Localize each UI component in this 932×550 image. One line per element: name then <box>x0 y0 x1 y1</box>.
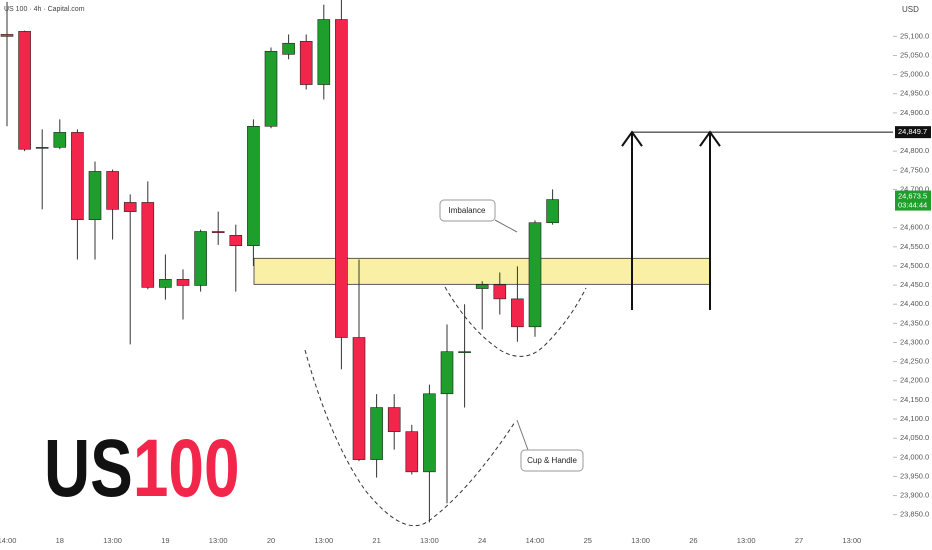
candle-body <box>106 171 119 210</box>
candle-body <box>0 34 14 37</box>
y-tick-label: 23,900.0 <box>900 491 929 500</box>
x-tick-label: 19 <box>161 536 169 545</box>
y-tick-label: 24,300.0 <box>900 337 929 346</box>
x-tick-label: 25 <box>584 536 592 545</box>
x-tick-label: 27 <box>795 536 803 545</box>
candle-body <box>475 284 489 289</box>
x-tick-label: 13:00 <box>314 536 333 545</box>
candle-body <box>123 202 137 212</box>
candle-body <box>18 31 31 150</box>
candle-body <box>335 19 348 338</box>
y-tick-label: 24,550.0 <box>900 242 929 251</box>
y-tick-label: 24,350.0 <box>900 318 929 327</box>
y-tick-label: 24,750.0 <box>900 165 929 174</box>
candle-body <box>511 298 524 328</box>
candle-body <box>493 284 507 300</box>
candle-body <box>370 407 383 460</box>
callout-box <box>520 449 584 472</box>
x-tick-label: 24 <box>478 536 486 545</box>
y-tick-label: 24,600.0 <box>900 223 929 232</box>
x-tick-label: 13:00 <box>737 536 756 545</box>
target-label-box <box>895 126 931 139</box>
candle-body <box>387 407 401 432</box>
last-price-timer: 03:44:44 <box>898 201 927 210</box>
watermark-part: US <box>44 422 133 515</box>
x-tick-label: 21 <box>372 536 380 545</box>
candle-body <box>405 431 419 473</box>
watermark-part: 100 <box>133 422 240 515</box>
imbalance-zone <box>253 257 711 285</box>
candle-body <box>282 42 295 55</box>
x-tick-label: 14:00 <box>0 536 16 545</box>
x-tick-label: 20 <box>267 536 275 545</box>
candle-body <box>317 19 331 85</box>
x-tick-label: 14:00 <box>526 536 545 545</box>
handle-curve <box>444 286 587 357</box>
cup-curve <box>304 349 516 527</box>
y-tick-label: 24,950.0 <box>900 89 929 98</box>
y-tick-label: 24,250.0 <box>900 357 929 366</box>
y-tick-label: 25,050.0 <box>900 50 929 59</box>
x-tick-label: 26 <box>689 536 697 545</box>
y-tick-label: 24,400.0 <box>900 299 929 308</box>
y-tick-label: 24,150.0 <box>900 395 929 404</box>
candle-body <box>88 171 102 220</box>
y-tick-label: 24,700.0 <box>900 184 929 193</box>
candle-body <box>528 222 542 328</box>
candle-body <box>352 337 366 460</box>
y-tick-label: 24,100.0 <box>900 414 929 423</box>
chart-title: US 100 · 4h · Capital.com <box>4 6 85 13</box>
annotation: Cup & Handle <box>527 456 577 465</box>
y-tick-label: 24,450.0 <box>900 280 929 289</box>
candle-body <box>299 41 313 85</box>
candle-body <box>71 132 84 220</box>
candle-body <box>53 132 67 148</box>
candle-body <box>458 351 471 353</box>
y-tick-label: 24,800.0 <box>900 146 929 155</box>
candle-body <box>247 125 260 246</box>
candle-body <box>194 231 207 286</box>
y-tick-label: 23,850.0 <box>900 510 929 519</box>
callout-box <box>439 199 496 222</box>
candle-body <box>159 279 172 288</box>
x-tick-label: 13:00 <box>103 536 122 545</box>
arrow-head <box>621 130 643 147</box>
candle-body <box>546 199 559 224</box>
last-price-box <box>895 190 931 211</box>
y-tick-label: 24,000.0 <box>900 452 929 461</box>
callout-pointer <box>494 219 518 233</box>
candle-body <box>229 235 243 246</box>
candle-body <box>264 50 278 127</box>
candle-body <box>423 393 436 473</box>
candle-body <box>211 231 225 233</box>
y-tick-label: 25,000.0 <box>900 70 929 79</box>
x-tick-label: 13:00 <box>209 536 228 545</box>
arrow-head <box>699 130 721 147</box>
y-tick-label: 23,950.0 <box>900 471 929 480</box>
last-price-label: 24,673.5 <box>898 192 927 201</box>
y-tick-label: 24,050.0 <box>900 433 929 442</box>
candle-body <box>35 147 49 149</box>
candle-body <box>440 351 454 395</box>
watermark: US100 <box>44 422 240 515</box>
annotation: Imbalance <box>449 206 486 215</box>
x-tick-label: 13:00 <box>842 536 861 545</box>
x-tick-label: 13:00 <box>631 536 650 545</box>
currency: USD <box>902 5 919 14</box>
y-tick-label: 24,200.0 <box>900 376 929 385</box>
callout-pointer <box>516 419 529 451</box>
candle-body <box>176 279 190 286</box>
target-label: 24,849.7 <box>898 127 927 136</box>
candle-body <box>141 202 155 288</box>
y-tick-label: 24,500.0 <box>900 261 929 270</box>
y-tick-label: 25,100.0 <box>900 31 929 40</box>
x-tick-label: 13:00 <box>420 536 439 545</box>
x-tick-label: 18 <box>56 536 64 545</box>
y-tick-label: 24,900.0 <box>900 108 929 117</box>
